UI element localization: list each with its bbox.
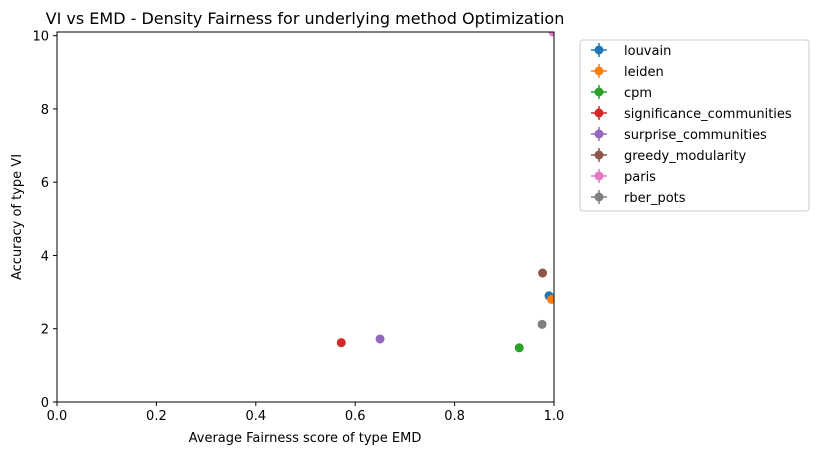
legend-item-leiden: leiden: [591, 64, 664, 80]
point-significance_communities: [336, 338, 346, 348]
y-axis-label: Accuracy of type VI: [10, 154, 25, 280]
legend-item-significance_communities: significance_communities: [591, 106, 792, 122]
x-tick-label: 0.4: [245, 409, 266, 424]
legend-marker: [594, 108, 604, 118]
legend-marker: [594, 45, 604, 55]
x-axis-label: Average Fairness score of type EMD: [189, 431, 422, 446]
legend-label: significance_communities: [624, 107, 792, 122]
x-tick-label: 0.0: [47, 409, 68, 424]
chart-title: VI vs EMD - Density Fairness for underly…: [46, 9, 565, 28]
legend-item-surprise_communities: surprise_communities: [591, 127, 767, 143]
legend-label: louvain: [624, 44, 671, 59]
y-tick-label: 8: [41, 103, 49, 118]
legend-item-paris: paris: [591, 169, 656, 185]
point-greedy_modularity: [538, 268, 548, 278]
point-leiden: [547, 294, 554, 304]
legend-marker: [594, 150, 604, 160]
x-tick-label: 0.6: [345, 409, 366, 424]
legend-item-cpm: cpm: [591, 85, 652, 101]
legend-label: rber_pots: [624, 191, 686, 206]
x-tick-label: 1.0: [544, 409, 565, 424]
x-tick-label: 0.8: [444, 409, 465, 424]
legend-items: louvain leiden cpm significance_communities…: [591, 43, 792, 206]
legend-label: surprise_communities: [624, 128, 767, 143]
plot-frame: [56, 31, 555, 403]
legend: louvain leiden cpm significance_communities…: [579, 39, 810, 212]
legend-item-rber_pots: rber_pots: [591, 190, 686, 206]
y-tick-label: 10: [32, 30, 49, 45]
point-cpm: [514, 343, 524, 353]
legend-label: paris: [624, 170, 656, 185]
legend-marker: [594, 87, 604, 97]
x-tick-label: 0.2: [146, 409, 167, 424]
legend-label: greedy_modularity: [624, 149, 746, 164]
y-axis: 0 2 4 6 8 10: [32, 30, 57, 411]
legend-marker: [594, 66, 604, 76]
point-surprise_communities: [375, 334, 385, 344]
legend-label: cpm: [624, 86, 652, 101]
y-tick-label: 2: [41, 323, 49, 338]
data-points: [336, 32, 554, 353]
legend-marker: [594, 171, 604, 181]
legend-item-greedy_modularity: greedy_modularity: [591, 148, 746, 164]
y-tick-label: 0: [41, 396, 49, 411]
legend-item-louvain: louvain: [591, 43, 671, 59]
x-axis: 0.0 0.2 0.4 0.6 0.8 1.0: [47, 402, 565, 424]
y-tick-label: 4: [41, 249, 49, 264]
legend-label: leiden: [624, 65, 664, 80]
legend-marker: [594, 192, 604, 202]
point-rber_pots: [537, 319, 547, 329]
y-tick-label: 6: [41, 176, 49, 191]
legend-box: [579, 39, 810, 212]
legend-marker: [594, 129, 604, 139]
point-paris: [548, 32, 554, 37]
